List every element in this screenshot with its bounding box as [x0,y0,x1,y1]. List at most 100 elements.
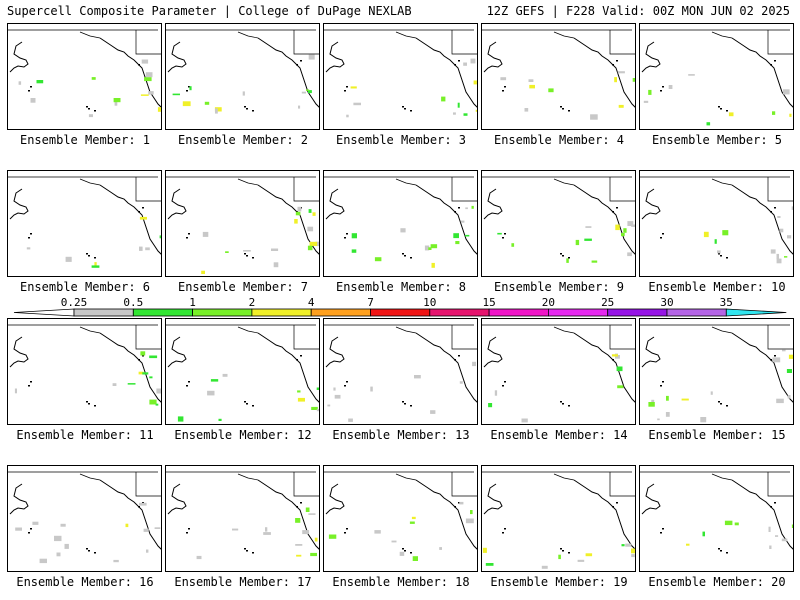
scp-field-blob [140,351,146,356]
island [612,506,614,508]
map-basemap [640,324,793,423]
island [726,257,728,259]
island [404,550,406,552]
scp-field-blob [370,386,373,392]
island [504,233,506,235]
member-label: Ensemble Member: 4 [493,133,625,147]
island [252,552,254,554]
scp-field-blob [154,527,161,529]
scp-field-blob [172,93,180,96]
island [660,90,662,92]
member-map-17 [165,465,320,572]
scp-field-blob [686,543,690,546]
island [138,506,140,508]
island [86,401,88,403]
scp-field-blob [631,554,635,558]
political-borders [8,324,161,350]
scp-field-blob [431,262,435,268]
scp-field-blob [471,205,474,209]
colorbar-tick-label: 35 [720,296,733,309]
political-borders [324,29,477,55]
scp-field-blob [464,234,470,237]
island [662,528,664,530]
scp-field-blob [465,518,474,524]
island [246,255,248,257]
member-map-3 [323,23,478,130]
coastline [641,479,793,550]
scp-field-blob [301,91,306,94]
island [300,502,302,504]
scp-field-blob [784,256,788,258]
coastline [641,332,793,403]
island [402,401,404,403]
island [660,237,662,239]
scp-field-blob [770,249,776,254]
map-basemap [166,176,319,274]
scp-field-blob [779,228,784,233]
scp-field-blob [621,544,625,547]
scp-field-blob [144,77,152,82]
scp-field-blob [566,258,569,263]
island [88,403,90,405]
scp-field-blob [149,399,157,405]
scp-field-blob [297,390,301,393]
map-basemap [640,29,793,126]
colorbar-segment [310,308,371,317]
political-borders [8,471,161,497]
scp-field-blob [315,241,319,247]
coastline [325,479,477,550]
political-borders [640,176,793,202]
island [244,401,246,403]
scp-field-blob [722,230,729,236]
scp-field-blob [297,206,302,212]
scp-field-blob [14,388,17,394]
member-label: Ensemble Member: 3 [335,133,467,147]
island [188,381,190,383]
scp-field-blob [39,558,47,564]
colorbar-segment [73,308,134,317]
island [300,355,302,357]
colorbar-segment [429,308,490,317]
political-borders [324,176,477,202]
scp-field-blob [411,516,416,520]
island [402,548,404,550]
scp-field-blob [149,376,153,379]
island [616,60,618,62]
scp-field-blob [215,108,218,114]
island [560,106,562,108]
member-map-14 [481,318,636,425]
scp-field-blob [617,385,624,389]
scp-field-blob [710,391,713,395]
scp-field-blob [127,383,136,385]
island [612,211,614,213]
political-borders [640,324,793,350]
scp-field-blob [616,366,623,372]
map-basemap [324,176,477,268]
political-borders [166,324,319,350]
island [246,550,248,552]
scp-field-blob [787,395,791,399]
scp-field-blob [177,416,184,422]
island [612,64,614,66]
island [138,211,140,213]
island [770,359,772,361]
scp-field-blob [621,233,625,237]
scp-field-blob [482,547,487,553]
island [142,207,144,209]
scp-field-blob [430,244,438,249]
island [188,233,190,235]
scp-field-blob [783,89,790,95]
scp-field-blob [585,553,593,557]
colorbar-segment [370,308,431,317]
map-basemap [640,471,793,554]
scp-field-blob [453,233,459,239]
political-borders [640,29,793,55]
scp-field-blob [189,86,192,91]
member-label: Ensemble Member: 20 [648,575,786,589]
island [612,359,614,361]
colorbar-tick-label: 7 [367,296,374,309]
island [252,405,254,407]
island [770,64,772,66]
member-map-20 [639,465,794,572]
island [562,108,564,110]
